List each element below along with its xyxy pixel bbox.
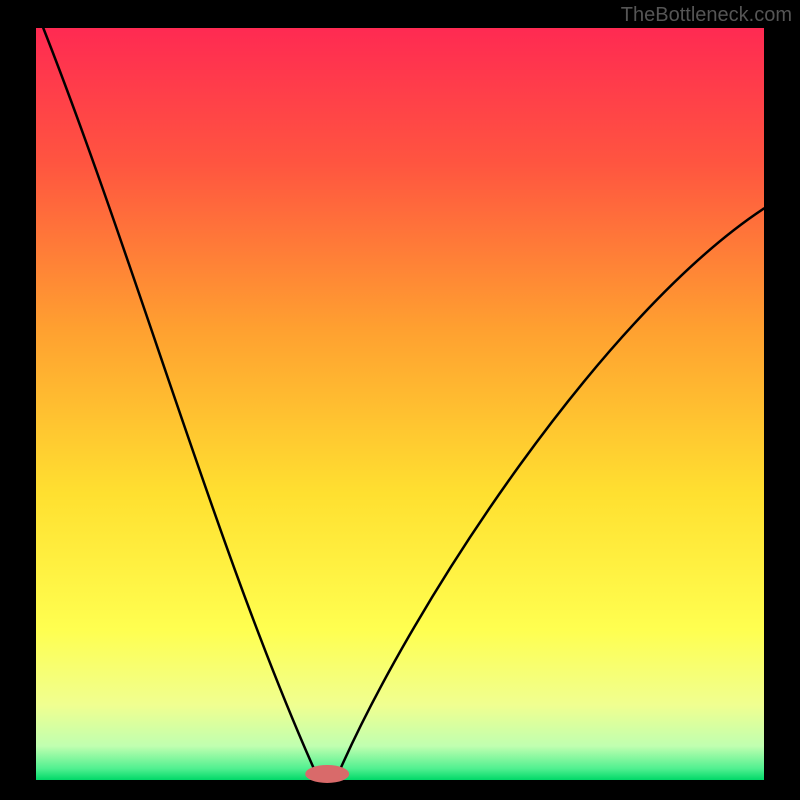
watermark-text: TheBottleneck.com xyxy=(621,4,792,27)
chart-svg xyxy=(0,0,800,800)
plot-area xyxy=(36,28,764,780)
optimum-marker xyxy=(305,765,349,783)
chart-container: TheBottleneck.com xyxy=(0,0,800,800)
